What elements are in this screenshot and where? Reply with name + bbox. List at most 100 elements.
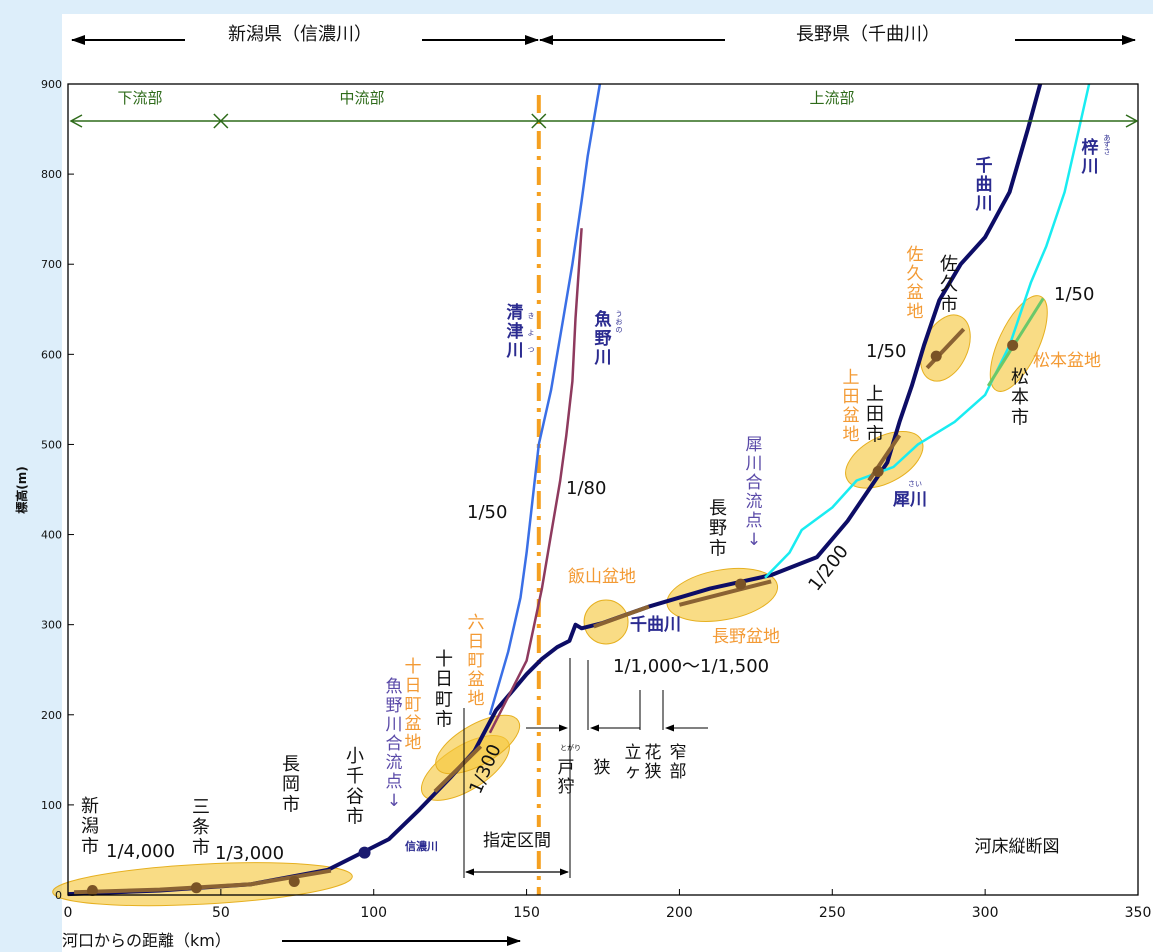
city-label-saku-char: 市 xyxy=(940,294,958,315)
y-axis-ticks: 0 100 200 300 400 500 600 700 800 900 xyxy=(41,78,74,902)
city-label-ueda-char: 田 xyxy=(866,404,884,425)
city-point xyxy=(190,882,202,894)
gorge-tategahana-3-char: 窄 xyxy=(670,743,687,763)
city-label-niigata-char: 新 xyxy=(81,796,99,817)
city-label-saku: 佐久市 xyxy=(940,254,958,315)
furigana-kiyotsu-char: つ xyxy=(528,346,535,354)
river-label-azusa-char: 梓 xyxy=(1082,137,1099,158)
gorge-togari-2-char: 狭 xyxy=(594,758,611,778)
y-axis-title: 標高(m) xyxy=(14,466,29,513)
basin-label-saku-char: 久 xyxy=(907,264,924,284)
basin-label-muikamachi-char: 盆 xyxy=(468,670,485,690)
furigana-kiyotsu-char: よ xyxy=(528,329,535,337)
reach-arrow-left xyxy=(69,114,83,128)
confluence-label-sai-char: 犀 xyxy=(746,435,763,455)
gorge-togari-1-char: 狩 xyxy=(558,777,575,797)
city-label-sanjo-char: 条 xyxy=(192,817,210,838)
basin-label-tokamachi-char: 日 xyxy=(405,676,422,696)
y-tick-label: 100 xyxy=(41,799,62,812)
city-label-ojiya-char: 谷 xyxy=(346,786,364,807)
series-line-0 xyxy=(67,83,1043,897)
basin-label-tokamachi-char: 盆 xyxy=(405,714,422,734)
river-label-chikuma-mid: 千曲川 xyxy=(630,615,681,635)
x-axis-ticks: 0 50 100 150 200 250 300 350 xyxy=(64,889,1151,921)
furigana-kiyotsu-char: き xyxy=(528,312,535,320)
reach-marks xyxy=(69,113,1139,129)
river-label-sai: 犀川 xyxy=(893,490,927,510)
basin-label-ueda-char: 田 xyxy=(843,387,860,407)
river-label-uono-char: 魚 xyxy=(595,309,612,330)
confluence-label-uono-char: 流 xyxy=(386,753,403,773)
y-tick-label: 600 xyxy=(41,348,62,361)
furigana-uono-char: の xyxy=(616,326,623,334)
y-tick-label: 400 xyxy=(41,529,62,542)
basin-label-saku-char: 佐 xyxy=(907,245,924,265)
furigana-azusa-char: ず xyxy=(1104,140,1111,149)
series-line-3 xyxy=(488,228,583,734)
city-label-ueda-char: 上 xyxy=(866,384,884,405)
x-tick-label: 200 xyxy=(666,905,693,921)
designated-label-bg xyxy=(472,827,564,851)
furigana-uono-char: う xyxy=(616,310,623,318)
basin-label-tokamachi-char: 地 xyxy=(405,733,422,753)
city-label-sanjo-char: 市 xyxy=(192,837,210,858)
city-label-nagaoka-char: 市 xyxy=(282,794,300,815)
basin-reach-segment xyxy=(593,604,650,629)
river-label-uono-char: 野 xyxy=(595,329,612,349)
reach-label-lower: 下流部 xyxy=(117,89,162,107)
city-label-saku-char: 久 xyxy=(940,274,958,295)
city-label-tokamachi-char: 町 xyxy=(435,689,453,710)
city-label-ojiya-char: 市 xyxy=(346,806,364,827)
river-label-uono-char: 川 xyxy=(594,348,612,368)
basin-label-ueda-char: 上 xyxy=(843,368,860,388)
basin-label-iiyama: 飯山盆地 xyxy=(568,567,636,587)
river-label-uono: 魚野川 xyxy=(594,309,612,368)
city-point xyxy=(1007,339,1019,351)
city-label-tokamachi-char: 日 xyxy=(435,669,453,690)
x-tick-label: 100 xyxy=(360,905,387,921)
confluence-label-sai-char: 合 xyxy=(746,473,763,493)
furigana-sai: さい xyxy=(908,480,922,488)
series-line-1 xyxy=(764,83,1091,579)
furigana-azusa: あずさ xyxy=(1104,134,1111,156)
x-tick-label: 250 xyxy=(819,905,846,921)
gradient-label: 1/80 xyxy=(566,478,606,499)
basin-label-muikamachi-char: 日 xyxy=(468,632,485,652)
reach-boundary-mark xyxy=(531,113,547,129)
city-label-ojiya-char: 小 xyxy=(346,746,364,767)
gradient-label: 1/50 xyxy=(1054,284,1094,305)
city-label-nagaoka-char: 長 xyxy=(282,754,300,775)
basin-label-ueda-char: 盆 xyxy=(843,406,860,426)
river-label-kiyotsu: 清津川 xyxy=(506,302,524,361)
city-label-matsumoto-char: 松 xyxy=(1011,367,1029,388)
city-point xyxy=(358,846,371,859)
confluence-label-sai-char: 流 xyxy=(746,492,763,512)
city-point xyxy=(872,465,884,477)
city-label-ojiya-char: 千 xyxy=(346,766,364,787)
city-label-matsumoto: 松本市 xyxy=(1011,367,1029,428)
city-label-nagano: 長野市 xyxy=(709,498,727,559)
gradient-label: 1/50 xyxy=(866,341,906,362)
series-line-2 xyxy=(488,83,602,716)
designated-section-label: 指定区間 xyxy=(483,831,551,851)
y-tick-label: 0 xyxy=(55,889,62,902)
city-label-nagaoka-char: 岡 xyxy=(282,774,300,795)
gorge-tategahana-1: 立ヶ xyxy=(625,743,642,782)
furigana-togari: とがり xyxy=(560,743,581,752)
city-point xyxy=(735,578,747,590)
nagano-label: 長野県（千曲川） xyxy=(796,24,940,45)
gorge-tategahana-1-char: ヶ xyxy=(625,762,642,782)
city-label-tokamachi-char: 市 xyxy=(435,709,453,730)
basin-label-muikamachi-char: 町 xyxy=(468,651,485,671)
river-label-azusa-char: 川 xyxy=(1081,157,1099,177)
gradient-label: 1/4,000 xyxy=(106,841,175,862)
basin-reach-segment xyxy=(925,327,966,370)
basin-label-matsumoto: 松本盆地 xyxy=(1033,351,1101,371)
gorge-tategahana-3-char: 部 xyxy=(670,762,687,782)
y-tick-label: 300 xyxy=(41,619,62,632)
city-label-ueda-char: 市 xyxy=(866,424,884,445)
reach-label-upper: 上流部 xyxy=(809,89,854,107)
